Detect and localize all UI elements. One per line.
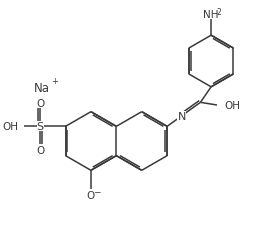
Text: O: O bbox=[87, 190, 95, 200]
Text: S: S bbox=[37, 122, 44, 132]
Text: −: − bbox=[92, 187, 100, 196]
Text: N: N bbox=[178, 111, 186, 121]
Text: 2: 2 bbox=[217, 8, 221, 17]
Text: O: O bbox=[36, 145, 44, 155]
Text: NH: NH bbox=[204, 10, 219, 20]
Text: Na: Na bbox=[34, 82, 50, 95]
Text: OH: OH bbox=[2, 122, 18, 132]
Text: OH: OH bbox=[224, 101, 240, 111]
Text: O: O bbox=[36, 99, 44, 108]
Text: +: + bbox=[51, 76, 57, 85]
